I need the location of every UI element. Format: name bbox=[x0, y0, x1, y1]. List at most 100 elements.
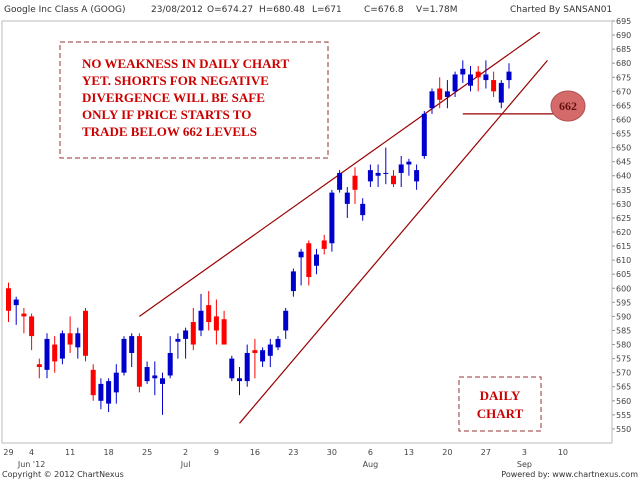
y-tick-label: 585 bbox=[616, 326, 631, 335]
x-tick-label: 25 bbox=[142, 448, 152, 457]
candle-body bbox=[244, 352, 250, 382]
candle-body bbox=[29, 316, 35, 337]
header-author: Charted By SANSAN01 bbox=[510, 5, 612, 15]
y-tick-label: 665 bbox=[616, 101, 631, 110]
candle-body bbox=[52, 344, 58, 362]
candle-body bbox=[129, 336, 135, 353]
header-high: H=680.48 bbox=[259, 5, 305, 15]
daily-chart-line-2: CHART bbox=[477, 406, 524, 421]
y-tick-label: 660 bbox=[616, 115, 631, 124]
candle-body bbox=[44, 338, 50, 370]
candle-body bbox=[229, 358, 235, 379]
x-tick-label: 2 bbox=[183, 448, 188, 457]
candle-body bbox=[460, 68, 466, 75]
candle-body bbox=[475, 71, 481, 78]
y-tick-label: 620 bbox=[616, 228, 631, 237]
candle-body bbox=[106, 381, 112, 404]
note-line-1: NO WEAKNESS IN DAILY CHART bbox=[82, 56, 289, 71]
x-month-label: Jul bbox=[180, 460, 191, 469]
y-tick-label: 680 bbox=[616, 59, 631, 68]
candle-body bbox=[344, 192, 350, 204]
candle-body bbox=[252, 350, 258, 353]
y-tick-label: 560 bbox=[616, 397, 631, 406]
x-tick-label: 11 bbox=[65, 448, 75, 457]
candle-body bbox=[213, 316, 219, 331]
candle-body bbox=[221, 319, 227, 345]
y-tick-label: 610 bbox=[616, 256, 631, 265]
candle-body bbox=[398, 164, 404, 173]
candle-body bbox=[121, 338, 127, 373]
y-tick-label: 625 bbox=[616, 214, 631, 223]
candle-body bbox=[198, 310, 204, 331]
y-tick-label: 590 bbox=[616, 312, 631, 321]
y-tick-label: 645 bbox=[616, 158, 631, 167]
y-tick-label: 565 bbox=[616, 383, 631, 392]
x-tick-label: 10 bbox=[558, 448, 568, 457]
candle-body bbox=[283, 310, 289, 331]
y-tick-label: 695 bbox=[616, 17, 631, 26]
candle-body bbox=[468, 74, 473, 86]
candle-body bbox=[290, 271, 296, 292]
x-tick-label: 3 bbox=[522, 448, 527, 457]
note-line-5: TRADE BELOW 662 LEVELS bbox=[82, 124, 257, 139]
y-tick-label: 675 bbox=[616, 73, 631, 82]
footer-copyright: Copyright © 2012 ChartNexus bbox=[2, 470, 124, 479]
candle-body bbox=[67, 333, 73, 345]
y-tick-label: 630 bbox=[616, 200, 631, 209]
candle-body bbox=[21, 313, 27, 317]
candle-body bbox=[491, 80, 497, 92]
x-tick-label: 20 bbox=[442, 448, 452, 457]
candle-body bbox=[59, 333, 65, 359]
y-tick-label: 655 bbox=[616, 130, 631, 139]
x-month-label: Aug bbox=[363, 460, 379, 469]
y-tick-label: 570 bbox=[616, 369, 631, 378]
header-open: O=674.27 bbox=[207, 5, 253, 15]
candle-body bbox=[152, 375, 158, 379]
y-axis: 550 555 560 565 570 575 580 585 590 595 600 605 610 6… bbox=[612, 17, 631, 434]
candle-body bbox=[83, 310, 88, 356]
x-tick-label: 4 bbox=[29, 448, 34, 457]
x-tick-label: 23 bbox=[288, 448, 298, 457]
candle-body bbox=[144, 367, 150, 382]
y-tick-label: 670 bbox=[616, 87, 631, 96]
y-tick-label: 605 bbox=[616, 270, 631, 279]
daily-chart-line-1: DAILY bbox=[480, 388, 521, 403]
candle-body bbox=[360, 203, 366, 216]
candle-body bbox=[498, 82, 504, 103]
candle-body bbox=[329, 192, 335, 244]
y-tick-label: 595 bbox=[616, 298, 631, 307]
y-tick-label: 635 bbox=[616, 186, 631, 195]
x-tick-label: 30 bbox=[327, 448, 337, 457]
candle-body bbox=[160, 378, 165, 384]
candle-body bbox=[421, 113, 427, 157]
candle-body bbox=[190, 322, 196, 345]
candle-body bbox=[414, 170, 420, 182]
candle-body bbox=[98, 383, 104, 401]
x-tick-label: 29 bbox=[3, 448, 13, 457]
candle-body bbox=[437, 88, 443, 100]
candles bbox=[6, 60, 512, 415]
candle-body bbox=[375, 172, 381, 176]
note-line-4: ONLY IF PRICE STARTS TO bbox=[82, 107, 251, 122]
candle-body bbox=[321, 240, 327, 249]
candle-body bbox=[275, 338, 281, 348]
y-tick-label: 600 bbox=[616, 284, 631, 293]
y-tick-label: 580 bbox=[616, 341, 631, 350]
trendline-lower bbox=[239, 59, 548, 424]
y-tick-label: 640 bbox=[616, 172, 631, 181]
x-tick-label: 6 bbox=[368, 448, 373, 457]
candle-body bbox=[406, 161, 412, 165]
y-tick-label: 685 bbox=[616, 45, 631, 54]
note-line-2: YET. SHORTS FOR NEGATIVE bbox=[82, 73, 269, 88]
candle-body bbox=[75, 333, 81, 348]
y-tick-label: 550 bbox=[616, 425, 631, 434]
candle-body bbox=[13, 299, 19, 306]
candle-body bbox=[136, 336, 142, 387]
y-tick-label: 615 bbox=[616, 242, 631, 251]
candle-body bbox=[113, 372, 119, 393]
candle-body bbox=[90, 369, 96, 396]
candle-body bbox=[506, 71, 512, 81]
x-tick-label: 16 bbox=[250, 448, 260, 457]
